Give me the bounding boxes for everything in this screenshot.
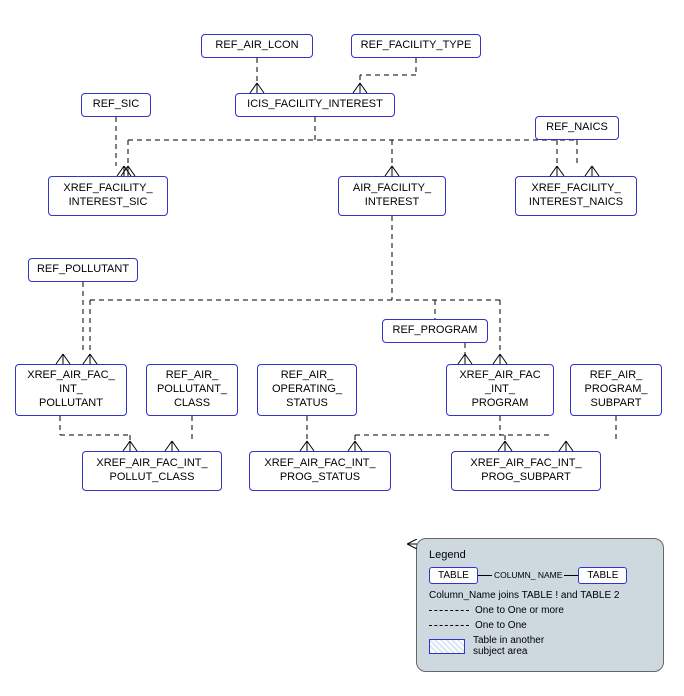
node-xref_pollut_class: XREF_AIR_FAC_INT_ POLLUT_CLASS — [82, 451, 222, 491]
node-ref_facility_type: REF_FACILITY_TYPE — [351, 34, 481, 58]
legend-table-right: TABLE — [578, 567, 627, 584]
node-ref_air_pol_class: REF_AIR_ POLLUTANT_ CLASS — [146, 364, 238, 416]
node-ref_program: REF_PROGRAM — [382, 319, 488, 343]
node-air_fac_int: AIR_FACILITY_ INTEREST — [338, 176, 446, 216]
node-xref_prog_status: XREF_AIR_FAC_INT_ PROG_STATUS — [249, 451, 391, 491]
node-xref_prog_subpart: XREF_AIR_FAC_INT_ PROG_SUBPART — [451, 451, 601, 491]
node-xref_fac_int_naics: XREF_FACILITY_ INTEREST_NAICS — [515, 176, 637, 216]
node-ref_air_prog_subpart: REF_AIR_ PROGRAM_ SUBPART — [570, 364, 662, 416]
legend-one-to-one: One to One — [429, 620, 651, 631]
node-ref_air_lcon: REF_AIR_LCON — [201, 34, 313, 58]
legend-table-left: TABLE — [429, 567, 478, 584]
node-ref_pollutant: REF_POLLUTANT — [28, 258, 138, 282]
legend-column-label: COLUMN_ NAME — [494, 571, 562, 580]
node-ref_sic: REF_SIC — [81, 93, 151, 117]
legend-join-row: TABLE COLUMN_ NAME TABLE — [429, 567, 651, 584]
node-xref_air_fac_int_pol: XREF_AIR_FAC_ INT_ POLLUTANT — [15, 364, 127, 416]
legend-title: Legend — [429, 549, 651, 561]
node-ref_naics: REF_NAICS — [535, 116, 619, 140]
node-ref_air_op_status: REF_AIR_ OPERATING_ STATUS — [257, 364, 357, 416]
node-xref_air_fac_int_prog: XREF_AIR_FAC _INT_ PROGRAM — [446, 364, 554, 416]
legend-box: Legend TABLE COLUMN_ NAME TABLE Column_N… — [416, 538, 664, 672]
legend-join-text: Column_Name joins TABLE ! and TABLE 2 — [429, 590, 651, 601]
legend-one-to-many: One to One or more — [429, 605, 651, 616]
legend-other-area: Table in another subject area — [429, 635, 651, 657]
node-xref_fac_int_sic: XREF_FACILITY_ INTEREST_SIC — [48, 176, 168, 216]
node-icis_fac_int: ICIS_FACILITY_INTEREST — [235, 93, 395, 117]
